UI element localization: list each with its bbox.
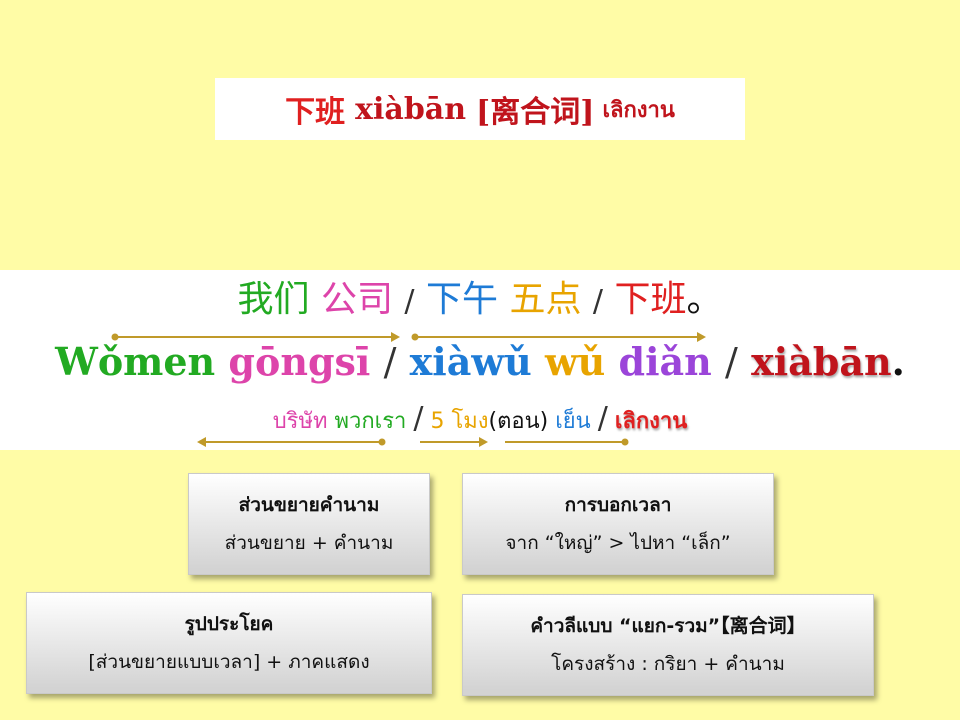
thai-segment: เย็น	[555, 409, 591, 434]
hanzi-segment: 下午	[425, 279, 498, 320]
thai-segment: โมง	[451, 409, 489, 434]
title-tag: [离合词]	[476, 95, 595, 130]
thai-segment: เลิกงาน	[614, 409, 688, 434]
sentence-band	[0, 270, 960, 450]
thai-segment: 5	[430, 409, 445, 434]
sentence-pinyin: Wǒmen gōngsī / xiàwǔ wǔ diǎn / xiàbān.	[0, 338, 960, 386]
pinyin-segment: .	[891, 339, 905, 384]
card-telling-time: การบอกเวลา จาก “ใหญ่” > ไปหา “เล็ก”	[462, 473, 774, 575]
card-body: ส่วนขยาย + คำนาม	[224, 532, 394, 554]
title-thai: เลิกงาน	[602, 97, 675, 123]
title-pinyin: xiàbān	[355, 91, 467, 127]
card-heading: รูปประโยค	[184, 613, 274, 635]
title-box: 下班 xiàbān [离合词] เลิกงาน	[215, 78, 745, 140]
card-heading: ส่วนขยายคำนาม	[238, 494, 380, 516]
hanzi-segment: 下班	[614, 279, 687, 320]
pinyin-segment: xiàwǔ	[409, 339, 532, 384]
arrow-time	[411, 332, 706, 342]
card-heading: คำวลีแบบ “แยก-รวม”【离合词】	[530, 615, 806, 637]
thai-segment: (ตอน)	[488, 409, 549, 434]
card-heading: การบอกเวลา	[564, 494, 672, 516]
card-separable-verb: คำวลีแบบ “แยก-รวม”【离合词】 โครงสร้าง : กริย…	[462, 594, 874, 696]
pinyin-segment: xiàbān	[751, 339, 892, 384]
thai-segment: บริษัท	[272, 409, 328, 434]
pinyin-segment: diǎn	[618, 339, 712, 384]
segment-separator: /	[597, 401, 608, 436]
arrow-thai-company	[197, 437, 386, 447]
thai-segment: พวกเรา	[334, 409, 407, 434]
card-body: โครงสร้าง : กริยา + คำนาม	[551, 653, 785, 675]
pinyin-segment: gōngsī	[228, 339, 371, 384]
arrow-thai-evening	[505, 438, 629, 446]
segment-separator: /	[413, 401, 424, 436]
segment-separator: /	[592, 284, 604, 319]
card-sentence-pattern: รูปประโยค [ส่วนขยายแบบเวลา] + ภาคแสดง	[26, 592, 432, 694]
hanzi-segment: 公司	[320, 279, 393, 320]
segment-separator: /	[725, 340, 738, 384]
hanzi-segment: 。	[686, 279, 723, 320]
segment-separator: /	[383, 340, 397, 384]
card-body: [ส่วนขยายแบบเวลา] + ภาคแสดง	[88, 651, 370, 673]
hanzi-segment: 我们	[237, 279, 310, 320]
arrow-thai-five	[420, 437, 488, 447]
arrow-subject	[111, 332, 400, 342]
segment-separator: /	[404, 284, 415, 319]
pinyin-segment: wǔ	[544, 339, 606, 384]
title-hanzi: 下班	[285, 95, 346, 130]
sentence-hanzi: 我们 公司 / 下午 五点 / 下班。	[0, 278, 960, 324]
card-noun-modifier: ส่วนขยายคำนาม ส่วนขยาย + คำนาม	[188, 473, 430, 575]
pinyin-segment: Wǒmen	[55, 339, 216, 384]
sentence-thai: บริษัท พวกเรา / 5 โมง(ตอน) เย็น / เลิกงา…	[0, 398, 960, 443]
card-body: จาก “ใหญ่” > ไปหา “เล็ก”	[505, 532, 731, 554]
hanzi-segment: 五点	[509, 279, 582, 320]
